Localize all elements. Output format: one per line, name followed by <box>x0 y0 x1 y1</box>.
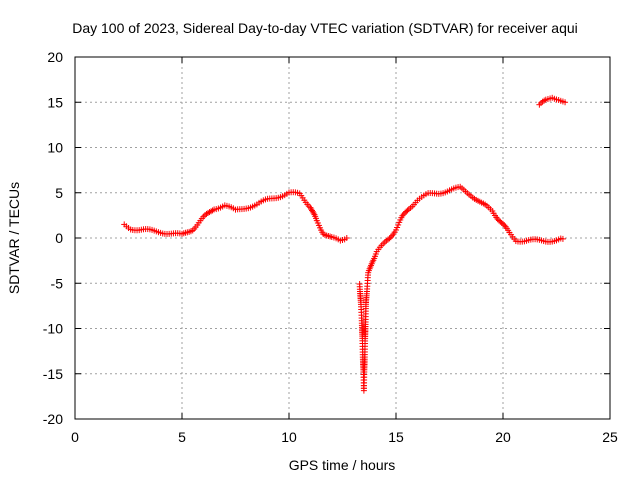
data-point <box>500 220 506 227</box>
data-point <box>559 235 566 242</box>
data-point <box>386 235 393 242</box>
data-point <box>501 222 508 229</box>
data-point <box>387 234 394 241</box>
data-point <box>404 207 411 214</box>
x-tick-label: 10 <box>281 429 297 445</box>
chart-title: Day 100 of 2023, Sidereal Day-to-day VTE… <box>72 20 578 36</box>
y-axis-label: SDTVAR / TECUs <box>6 182 22 294</box>
y-tick-label: 20 <box>47 49 63 65</box>
data-point <box>394 224 401 231</box>
x-tick-label: 20 <box>495 429 511 445</box>
x-axis-label: GPS time / hours <box>289 457 396 473</box>
data-point <box>395 221 402 228</box>
x-tick-label: 5 <box>178 429 186 445</box>
y-tick-label: 5 <box>55 185 63 201</box>
data-markers <box>121 94 569 394</box>
axis-ticks: 0 5 10 15 20 25 -20 -15 -10 -5 0 5 10 15 20 <box>43 49 618 445</box>
data-point <box>494 216 501 223</box>
x-tick-label: 15 <box>388 429 404 445</box>
y-tick-label: 0 <box>55 230 63 246</box>
x-tick-label: 0 <box>71 429 79 445</box>
y-tick-label: -5 <box>51 275 64 291</box>
y-tick-label: -10 <box>43 321 63 337</box>
x-tick-label: 25 <box>602 429 618 445</box>
y-tick-label: 15 <box>47 94 63 110</box>
data-point <box>400 211 407 218</box>
data-point <box>562 99 569 106</box>
grid-lines <box>75 57 610 419</box>
y-tick-label: 10 <box>47 140 63 156</box>
y-tick-label: -15 <box>43 366 63 382</box>
y-tick-label: -20 <box>43 411 63 427</box>
data-point <box>343 235 350 241</box>
